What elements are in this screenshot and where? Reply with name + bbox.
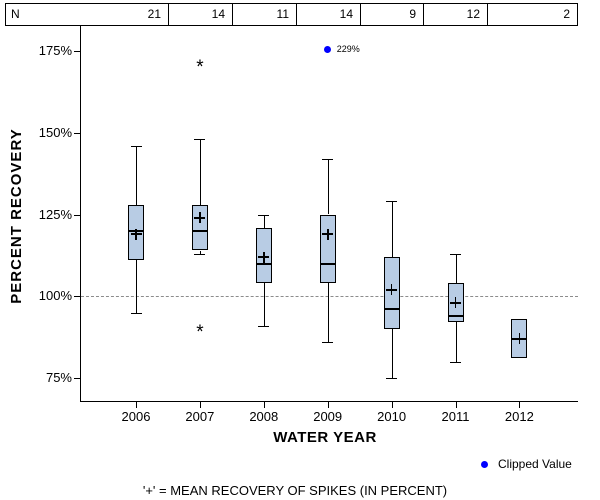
n-count-value: 21 [147,7,161,21]
x-axis-line [80,401,578,402]
upper-whisker-2008 [263,214,265,228]
y-tick-label-100: 100% [38,288,72,304]
mean-marker-2012 [518,333,521,345]
x-tick-2008 [263,402,265,408]
x-tick-label-2006: 2006 [121,409,151,424]
upper-whisker-2009 [327,158,329,215]
x-tick-label-2010: 2010 [377,409,407,424]
n-cell-2010: 9 [360,4,423,25]
lower-whisker-2008 [263,283,265,326]
clipped-value-label: 229% [336,44,360,54]
median-line-2008 [255,262,272,265]
mean-marker-2010 [390,284,393,296]
n-count-table: N 21 14 11 14 9 12 2 [5,3,578,26]
x-tick-2007 [199,402,201,408]
lower-whisker-cap-2006 [130,312,142,314]
upper-whisker-cap-2010 [386,201,398,203]
median-line-2010 [383,308,400,311]
lower-whisker-2010 [391,329,393,379]
median-line-2009 [319,262,336,265]
x-axis-title: WATER YEAR [273,429,377,446]
n-cell-2011: 12 [423,4,487,25]
x-tick-label-2009: 2009 [313,409,343,424]
box-2007 [191,204,208,251]
n-count-value: 14 [211,7,225,21]
n-cell-2007: 14 [168,4,232,25]
x-tick-label-2008: 2008 [249,409,279,424]
lower-whisker-2011 [455,322,457,362]
lower-whisker-2009 [327,283,329,343]
n-count-value: 11 [276,7,289,21]
upper-whisker-2007 [199,139,201,205]
y-axis-title: PERCENT RECOVERY [8,128,25,304]
x-tick-label-2007: 2007 [185,409,215,424]
y-tick-175 [74,51,80,52]
x-tick-2009 [327,402,329,408]
y-tick-100 [74,296,80,298]
median-line-2007 [191,229,208,232]
y-tick-label-75: 75% [45,370,72,385]
n-table-label: N [11,7,20,21]
upper-whisker-cap-2009 [322,158,334,160]
y-tick-150 [74,132,80,134]
lower-whisker-cap-2010 [386,378,398,379]
x-tick-label-2011: 2011 [441,409,470,424]
mean-marker-2006 [135,228,137,240]
lower-whisker-2007 [199,250,201,254]
lower-whisker-cap-2008 [258,325,270,327]
lower-whisker-cap-2011 [450,361,461,363]
lower-whisker-2006 [136,260,137,313]
x-tick-2012 [519,402,521,408]
mean-marker-2008 [263,251,265,263]
outlier-asterisk-2007-89: * [196,322,204,344]
n-count-value: 2 [563,7,570,21]
upper-whisker-cap-2007 [194,139,206,141]
legend: Clipped Value [481,457,572,471]
upper-whisker-cap-2008 [258,214,270,216]
n-count-value: 12 [466,7,480,21]
y-tick-label-125: 125% [38,206,72,222]
clipped-value-dot-icon [481,460,488,468]
mean-marker-2007 [199,212,201,224]
n-cell-2009: 14 [296,4,360,25]
x-tick-2006 [136,402,137,408]
median-line-2011 [447,314,464,317]
x-tick-label-2012: 2012 [504,409,534,424]
y-axis-line [80,25,81,401]
upper-whisker-2010 [391,201,393,257]
n-cell-2008: 11 [232,4,296,25]
mean-marker-2011 [454,297,457,309]
y-tick-label-175: 175% [38,43,72,58]
y-tick-label-150: 150% [38,124,72,140]
n-count-value: 14 [339,7,353,21]
x-tick-2011 [455,402,457,408]
mean-marker-2009 [327,228,329,240]
box-2009 [319,214,336,284]
reference-line-100pct [81,296,578,298]
outlier-asterisk-2007-170: * [196,57,204,79]
upper-whisker-cap-2011 [450,253,461,255]
mean-recovery-note: '+' = MEAN RECOVERY OF SPIKES (IN PERCEN… [142,483,448,498]
upper-whisker-cap-2006 [130,145,142,147]
y-tick-75 [74,378,80,379]
lower-whisker-cap-2007 [194,253,206,255]
clipped-value-dot [324,45,332,53]
legend-label: Clipped Value [498,457,572,471]
upper-whisker-2011 [455,253,457,284]
lower-whisker-cap-2009 [322,342,334,343]
n-cell-2006: N 21 [6,4,168,25]
n-cell-2012: 2 [487,4,577,25]
upper-whisker-2006 [136,145,137,205]
x-tick-2010 [391,402,393,408]
y-tick-125 [74,214,80,216]
n-count-value: 9 [409,7,416,21]
